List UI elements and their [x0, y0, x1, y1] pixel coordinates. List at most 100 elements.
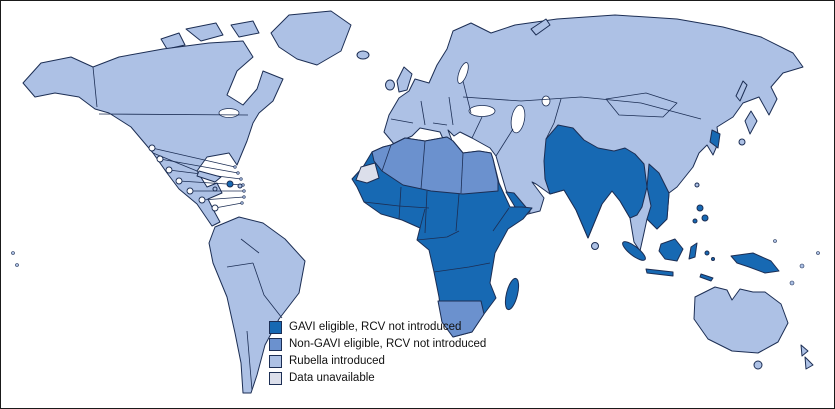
indochina-shape — [646, 163, 670, 230]
moluccas-islet — [711, 257, 715, 261]
country-border — [419, 208, 426, 229]
moluccas-islet — [704, 250, 710, 256]
philippines-shape — [696, 204, 704, 212]
arctic-island-shape — [185, 22, 224, 42]
southern-africa-shape — [437, 300, 485, 338]
philippines-shape — [701, 214, 709, 222]
puerto-rico-shape — [237, 183, 243, 189]
legend-label-nongavi: Non-GAVI eligible, RCV not introduced — [289, 338, 487, 350]
aral-sea-shape — [541, 95, 551, 107]
south-asia-shape — [543, 124, 648, 239]
country-border — [455, 193, 460, 232]
caribbean-leader-line — [214, 202, 243, 209]
country-border — [226, 262, 254, 268]
sulawesi-shape — [688, 242, 698, 260]
north-africa-shape — [371, 136, 499, 195]
region-maritime-se-asia — [622, 182, 780, 282]
caribbean-leader-dot — [148, 144, 156, 152]
country-border — [495, 128, 514, 157]
country-border — [460, 152, 464, 194]
caribbean-leader-line — [159, 158, 239, 174]
antilles-islet — [233, 165, 237, 169]
country-border — [246, 330, 253, 391]
great-lakes-shape — [218, 108, 240, 118]
legend-item-introduced: Rubella introduced — [269, 355, 486, 368]
new-zealand-south-shape — [804, 356, 814, 370]
legend-swatch-introduced — [269, 355, 282, 368]
region-north-america — [22, 10, 352, 227]
country-border — [448, 96, 454, 126]
region-oceania — [11, 239, 820, 370]
java-shape — [645, 268, 674, 277]
united-kingdom-shape — [396, 66, 413, 93]
country-border — [545, 98, 562, 140]
western-sahara-shape — [355, 162, 380, 184]
region-caribbean — [148, 144, 246, 212]
caribbean-leader-dot — [211, 204, 219, 212]
country-border — [381, 144, 392, 172]
caribbean-leader-line — [151, 147, 236, 168]
sumatra-shape — [622, 241, 646, 261]
caribbean-leader-dot — [165, 166, 173, 174]
caspian-sea-shape — [510, 104, 526, 134]
madagascar-shape — [504, 277, 520, 311]
arctic-island-shape — [160, 32, 186, 50]
country-border — [433, 262, 491, 273]
legend-swatch-unavailable — [269, 372, 282, 385]
japan-island-shape — [738, 138, 746, 146]
region-africa — [351, 136, 533, 338]
legend-item-unavailable: Data unavailable — [269, 372, 486, 385]
cuba-shape — [196, 170, 222, 183]
antilles-islet — [242, 189, 246, 193]
country-border — [492, 207, 510, 232]
baltic-sea-shape — [457, 62, 469, 84]
ireland-shape — [385, 79, 395, 91]
black-sea-shape — [468, 105, 496, 117]
country-border — [462, 96, 702, 120]
country-border — [390, 118, 414, 124]
country-border — [471, 116, 483, 139]
caribbean-leader-dot — [186, 187, 194, 195]
country-border — [420, 140, 426, 190]
legend: GAVI eligible, RCV not introduced Non-GA… — [269, 321, 486, 385]
pacific-islet — [789, 280, 795, 286]
greenland-shape — [270, 10, 352, 66]
caribbean-leader-dot — [198, 196, 206, 204]
country-border — [420, 100, 426, 126]
hispaniola-shape — [226, 180, 234, 188]
north-korea-shape — [709, 129, 721, 149]
taiwan-shape — [694, 182, 700, 188]
country-border — [252, 262, 283, 319]
pacific-islet — [816, 251, 820, 255]
tasmania-shape — [753, 360, 763, 370]
legend-item-nongavi: Non-GAVI eligible, RCV not introduced — [269, 338, 486, 351]
australia-shape — [693, 286, 789, 354]
country-border — [424, 190, 428, 234]
region-south-america — [208, 216, 306, 394]
region-japan — [738, 110, 758, 146]
legend-swatch-nongavi — [269, 338, 282, 351]
country-border — [363, 201, 430, 209]
north-america-shape — [22, 40, 284, 227]
antilles-islet — [242, 195, 246, 199]
legend-swatch-gavi — [269, 321, 282, 334]
timor-shape — [699, 273, 714, 282]
caribbean-leader-dot — [175, 177, 183, 185]
country-border — [416, 230, 460, 241]
country-border — [98, 113, 249, 116]
borneo-shape — [658, 238, 684, 262]
south-america-shape — [208, 216, 306, 394]
caribbean-leader-line — [201, 196, 245, 201]
antilles-islet — [240, 201, 244, 205]
caribbean-leader-dot — [156, 155, 164, 163]
legend-item-gavi: GAVI eligible, RCV not introduced — [269, 321, 486, 334]
region-eurasia — [356, 14, 804, 252]
japan-shape — [744, 110, 758, 135]
country-border — [398, 186, 402, 220]
country-border — [605, 92, 678, 118]
sakhalin-shape — [735, 80, 748, 102]
philippines-shape — [692, 218, 698, 224]
novaya-zemlya-shape — [530, 18, 551, 36]
arctic-island-shape — [230, 20, 260, 38]
